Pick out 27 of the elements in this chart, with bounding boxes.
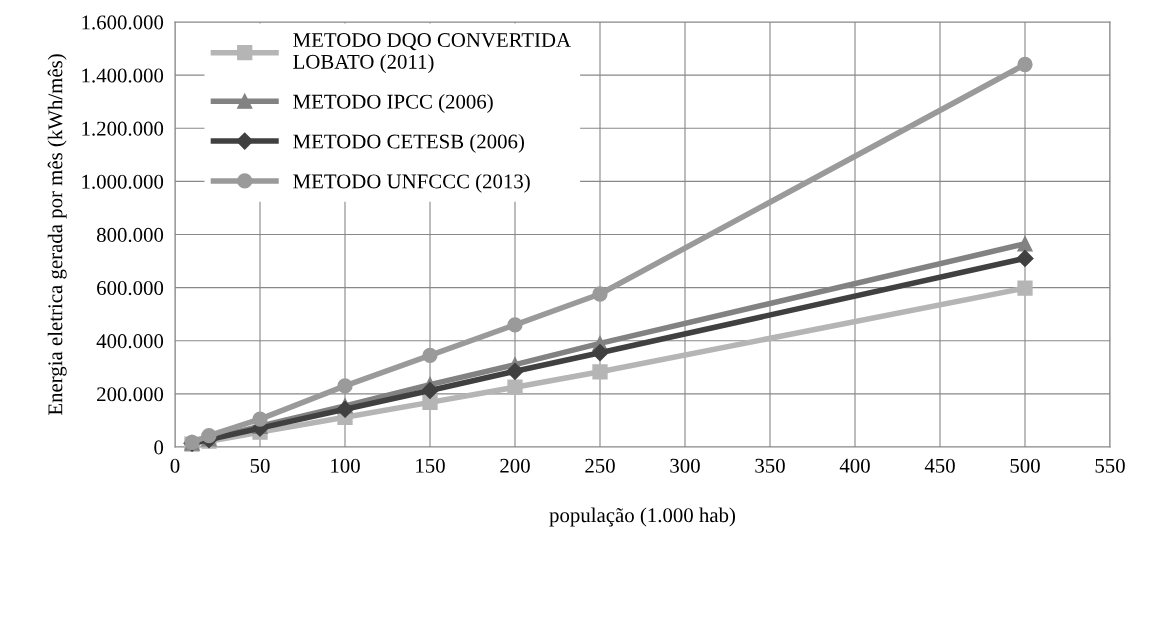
y-tick-label: 1.000.000 <box>82 174 164 189</box>
x-tick-label: 350 <box>755 458 785 473</box>
y-tick-label: 200.000 <box>97 387 164 402</box>
x-tick-label: 200 <box>500 458 530 473</box>
x-tick-label: 500 <box>1010 458 1040 473</box>
y-tick-label: 1.400.000 <box>82 68 164 83</box>
x-tick-label: 550 <box>1095 458 1125 473</box>
x-axis-title: população (1.000 hab) <box>549 507 736 527</box>
x-tick-label: 300 <box>670 458 700 473</box>
y-tick-label: 1.200.000 <box>82 121 164 136</box>
y-tick-label: 600.000 <box>97 281 164 296</box>
x-tick-label: 0 <box>170 458 180 473</box>
y-tick-label: 0 <box>154 440 164 455</box>
y-tick-label: 800.000 <box>96 227 164 243</box>
legend-label: METODO IPCC (2006) <box>293 94 493 113</box>
x-tick-label: 250 <box>585 458 615 473</box>
y-tick-label: 400.000 <box>96 334 164 349</box>
x-tick-label: 400 <box>839 458 870 473</box>
y-tick-label: 1.600.000 <box>82 15 164 30</box>
x-tick-label: 50 <box>250 458 270 473</box>
legend-label: METODO DQO CONVERTIDA LOBATO (2011) <box>293 33 571 74</box>
x-tick-label: 150 <box>416 458 445 473</box>
x-tick-label: 450 <box>924 458 955 473</box>
legend-label: METODO UNFCCC (2013) <box>293 173 530 193</box>
y-axis-title: Energia eletrica gerada por mês (kWh/mês) <box>47 54 67 416</box>
legend-label: METODO CETESB (2006) <box>293 133 524 153</box>
x-tick-label: 100 <box>331 458 360 473</box>
